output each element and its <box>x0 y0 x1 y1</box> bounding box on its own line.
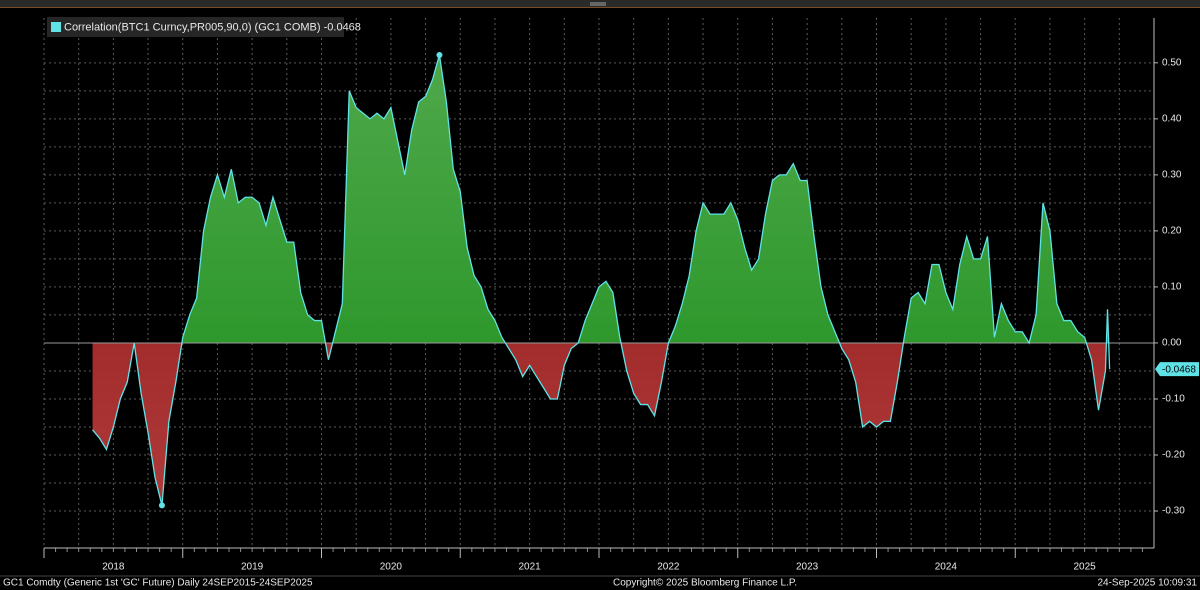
x-tick-label: 2022 <box>657 562 680 573</box>
x-tick-label: 2023 <box>796 562 819 573</box>
last-value-label: -0.0468 <box>1162 364 1196 375</box>
x-tick-label: 2024 <box>935 562 958 573</box>
y-tick-label: -0.30 <box>1162 506 1185 517</box>
y-tick-label: 0.10 <box>1162 282 1182 293</box>
last-value-tag <box>1155 362 1199 377</box>
footer-right: 24-Sep-2025 10:09:31 <box>1097 578 1197 589</box>
y-tick-label: 0.40 <box>1162 113 1182 124</box>
x-tick-label: 2018 <box>102 562 125 573</box>
plot <box>44 51 1154 509</box>
footer-left: GC1 Comdty (Generic 1st 'GC' Future) Dai… <box>3 578 313 589</box>
x-tick-label: 2020 <box>380 562 403 573</box>
y-tick-label: -0.10 <box>1162 394 1185 405</box>
top-handle <box>590 2 606 6</box>
x-tick-label: 2019 <box>241 562 264 573</box>
legend-swatch <box>51 22 61 32</box>
footer-center: Copyright© 2025 Bloomberg Finance L.P. <box>613 578 797 589</box>
y-tick-label: 0.50 <box>1162 57 1182 68</box>
extreme-marker <box>436 51 443 58</box>
legend-entry: Correlation(BTC1 Curncy,PR005,90,0) (GC1… <box>64 21 361 33</box>
top-strip-line <box>0 7 1200 8</box>
extreme-marker <box>158 502 165 509</box>
x-tick-label: 2025 <box>1074 562 1097 573</box>
y-tick-label: 0.20 <box>1162 226 1182 237</box>
axes: -0.30 -0.20 -0.10 0.00 0.10 0.20 0.30 0.40 0.50 2… <box>0 18 1200 577</box>
legend-value: -0.0468 <box>324 21 361 33</box>
series-line <box>92 54 1111 506</box>
positive-area <box>92 54 1110 343</box>
y-tick-label: -0.20 <box>1162 450 1185 461</box>
legend-box <box>47 17 344 37</box>
y-tick-label: 0.30 <box>1162 170 1182 181</box>
legend-name: Correlation(BTC1 Curncy,PR005,90,0) (GC1… <box>64 21 321 33</box>
y-tick-label: 0.00 <box>1162 338 1182 349</box>
x-tick-label: 2021 <box>519 562 542 573</box>
